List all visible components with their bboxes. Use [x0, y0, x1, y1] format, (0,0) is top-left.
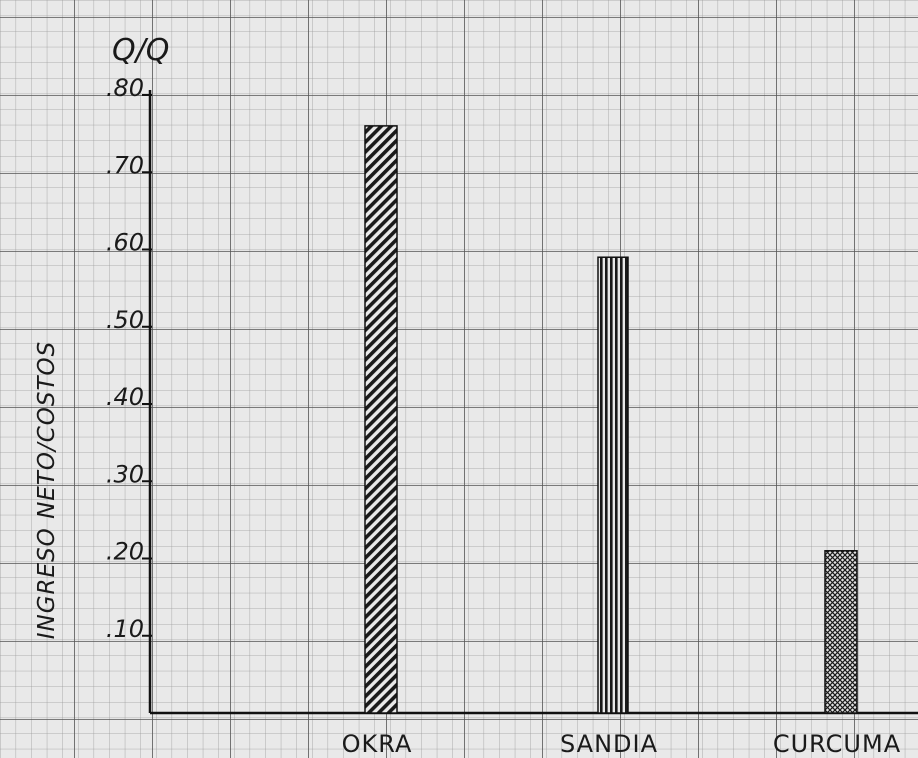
category-label: CURCUMA — [773, 730, 901, 758]
category-label: OKRA — [342, 730, 413, 758]
bar-curcuma — [824, 550, 858, 714]
unit-label: Q/Q — [112, 33, 169, 68]
y-tick-label: .50 — [106, 306, 144, 334]
y-tick-label: .30 — [106, 460, 144, 488]
axes — [148, 90, 918, 715]
y-tick-label: .60 — [106, 229, 144, 257]
y-tick-label: .70 — [106, 151, 144, 179]
y-tick-label: .80 — [106, 74, 144, 102]
x-tick-labels: OKRA SANDIA CURCUMA — [342, 730, 901, 758]
y-axis-label: INGRESO NETO/COSTOS — [34, 341, 60, 640]
category-label: SANDIA — [560, 730, 658, 758]
y-tick-label: .10 — [106, 615, 144, 643]
y-tick-label: .20 — [106, 538, 144, 566]
bar-okra — [364, 125, 398, 714]
bar-sandia — [597, 256, 629, 714]
bars — [364, 125, 858, 714]
y-tick-label: .40 — [106, 383, 144, 411]
y-ticks: .10 .20 .30 .40 .50 .60 .70 .80 — [106, 74, 152, 643]
